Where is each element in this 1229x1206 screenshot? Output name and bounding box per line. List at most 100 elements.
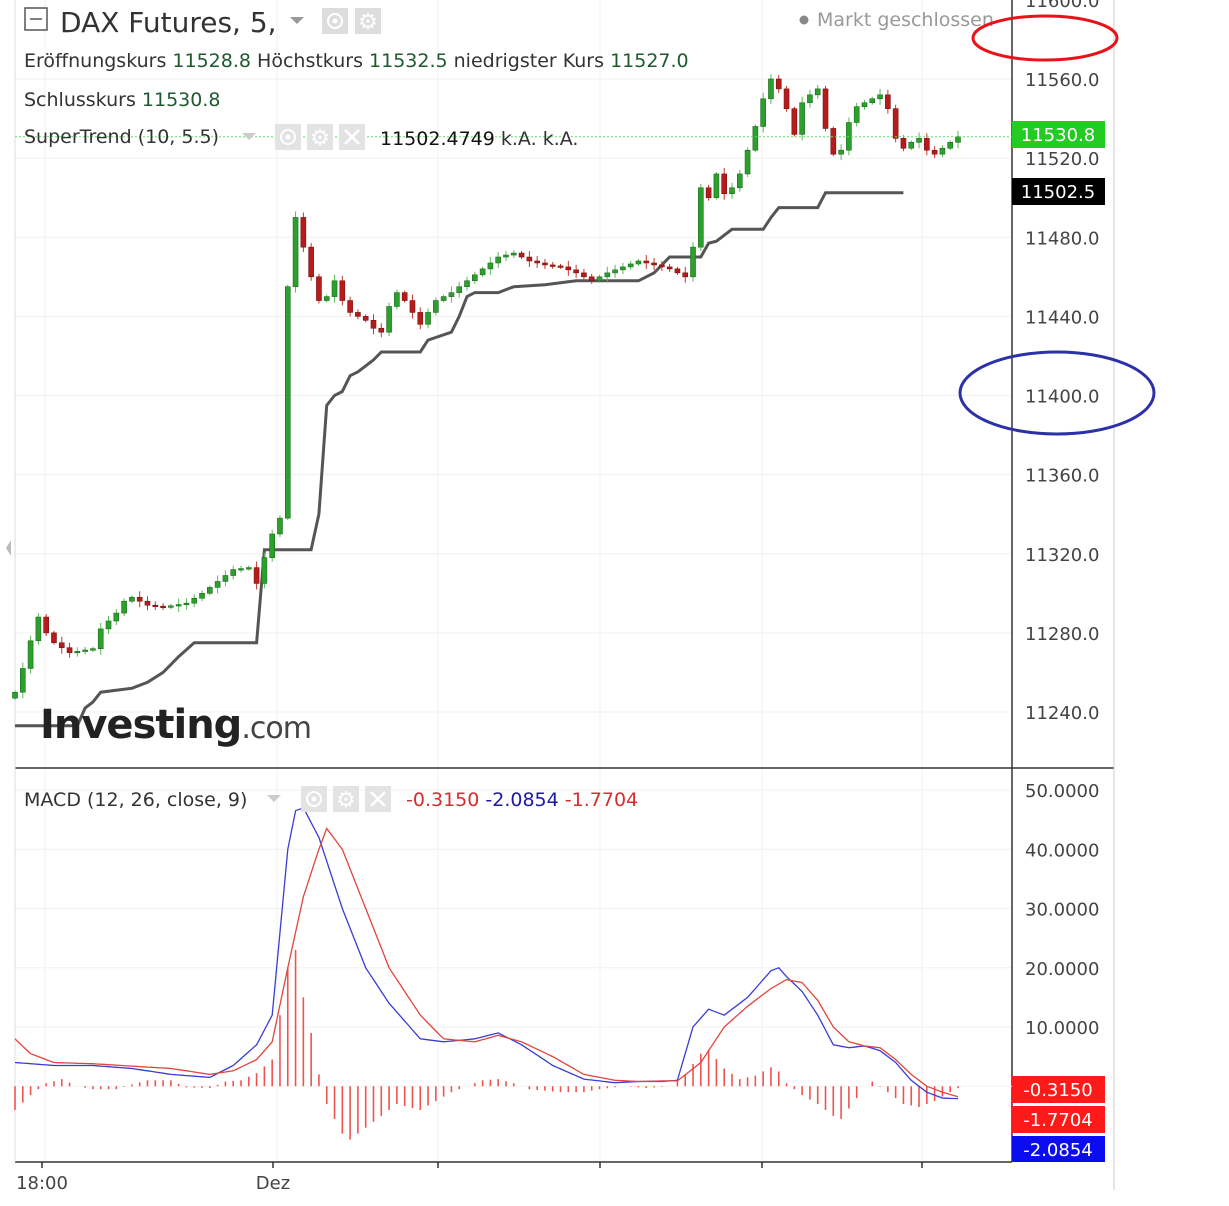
macd-hist-tag-text: -0.3150 xyxy=(1023,1080,1092,1101)
eye-icon[interactable] xyxy=(322,8,348,34)
red-annotation-ellipse xyxy=(971,14,1119,62)
candle-body xyxy=(588,276,595,282)
candle-body xyxy=(604,272,611,278)
eye-icon[interactable] xyxy=(301,786,327,812)
macd-signal-value: -1.7704 xyxy=(565,789,638,811)
price-tick-label: 11440.0 xyxy=(1025,307,1099,328)
macd-label[interactable]: MACD (12, 26, close, 9) xyxy=(24,789,247,811)
candle-body xyxy=(752,126,759,151)
macd-line-tag: -2.0854 xyxy=(1012,1136,1105,1162)
candle-body xyxy=(518,252,525,258)
price-tick-label: 11320.0 xyxy=(1025,545,1099,566)
candle-body xyxy=(433,300,439,313)
candle-body xyxy=(105,620,112,630)
price-tick-label: 11240.0 xyxy=(1025,703,1099,724)
candle-body xyxy=(830,128,837,155)
chevron-down-icon[interactable] xyxy=(290,17,304,24)
candle-body xyxy=(924,138,930,151)
candle-body xyxy=(308,246,314,278)
candle-body xyxy=(557,265,564,268)
candle-body xyxy=(526,256,533,262)
scroll-left-handle[interactable] xyxy=(6,540,11,556)
price-tick-label: 11560.0 xyxy=(1025,70,1099,91)
supertrend-value: 11502.4749 xyxy=(380,128,495,150)
chevron-down-icon[interactable] xyxy=(242,133,256,140)
open-label: Eröffnungskurs xyxy=(24,50,166,72)
candle-body xyxy=(300,217,307,248)
candle-body xyxy=(736,173,743,189)
gear-icon[interactable]: ⚙ xyxy=(333,786,359,813)
candle-body xyxy=(729,187,735,195)
macd-tick-label: 40.0000 xyxy=(1025,840,1099,861)
candle-body xyxy=(214,581,221,588)
candle-body xyxy=(892,108,899,139)
macd-values: -0.3150 -2.0854 -1.7704 xyxy=(406,789,638,811)
candle-body xyxy=(822,88,829,129)
last-price-tag-text: 11530.8 xyxy=(1021,125,1095,146)
supertrend-tag-text: 11502.5 xyxy=(1021,182,1095,203)
candle-body xyxy=(885,94,891,109)
macd-hist-tag: -0.3150 xyxy=(1012,1076,1105,1103)
supertrend-na-2: k.A. xyxy=(543,128,579,150)
candle-body xyxy=(129,596,135,602)
candle-body xyxy=(316,276,322,301)
macd-hist-value: -0.3150 xyxy=(406,789,479,811)
gear-icon[interactable]: ⚙ xyxy=(307,124,333,151)
collapse-button[interactable] xyxy=(24,7,48,31)
watermark-suffix: .com xyxy=(241,711,311,746)
price-tick-label: 11400.0 xyxy=(1025,387,1099,408)
candle-body xyxy=(339,280,346,301)
supertrend-price-tag: 11502.5 xyxy=(1012,178,1105,205)
macd-line-tag-text: -2.0854 xyxy=(1023,1140,1092,1161)
candle-body xyxy=(82,649,88,652)
candle-body xyxy=(425,312,431,325)
macd-line xyxy=(14,806,959,1100)
candle-body xyxy=(121,600,127,614)
candle-body xyxy=(775,78,782,90)
candle-body xyxy=(113,612,120,622)
eye-icon[interactable] xyxy=(275,124,301,150)
candle-body xyxy=(939,147,946,155)
candle-body xyxy=(487,262,494,270)
candle-body xyxy=(612,269,618,274)
close-icon[interactable] xyxy=(339,124,365,150)
candle-body xyxy=(807,94,813,104)
candle-body xyxy=(542,262,548,266)
time-tick-label: Dez xyxy=(256,1173,290,1194)
candle-body xyxy=(238,568,244,571)
candle-body xyxy=(877,94,883,100)
candle-body xyxy=(19,668,26,693)
watermark-brand: Investing xyxy=(40,702,241,748)
candle-body xyxy=(479,268,486,276)
candle-body xyxy=(347,300,353,313)
candle-body xyxy=(947,142,954,149)
candle-body xyxy=(191,597,198,604)
candle-body xyxy=(58,642,65,649)
candle-body xyxy=(534,260,540,264)
candle-body xyxy=(386,306,392,333)
candle-body xyxy=(74,651,81,654)
candle-body xyxy=(183,602,190,606)
supertrend-label[interactable]: SuperTrend (10, 5.5) xyxy=(24,126,219,148)
candle-body xyxy=(222,575,229,582)
candle-body xyxy=(417,312,424,325)
candle-body xyxy=(916,138,922,143)
signal-line xyxy=(14,827,959,1098)
close-icon[interactable] xyxy=(365,786,391,812)
candle-body xyxy=(573,269,579,274)
market-status: Markt geschlossen xyxy=(817,9,994,31)
chevron-down-icon[interactable] xyxy=(267,795,281,802)
time-tick-label: 18:00 xyxy=(16,1173,68,1194)
candle-body xyxy=(721,173,727,195)
candle-body xyxy=(136,596,143,602)
candle-body xyxy=(401,292,408,301)
candle-body xyxy=(246,567,252,570)
candle-body xyxy=(448,292,455,297)
gear-icon[interactable]: ⚙ xyxy=(355,8,381,35)
candle-body xyxy=(510,252,517,256)
price-tick-label: 11520.0 xyxy=(1025,149,1099,170)
candle-body xyxy=(51,632,57,644)
svg-text:⚙: ⚙ xyxy=(358,10,378,35)
supertrend-values: 11502.4749 k.A. k.A. xyxy=(380,128,578,150)
